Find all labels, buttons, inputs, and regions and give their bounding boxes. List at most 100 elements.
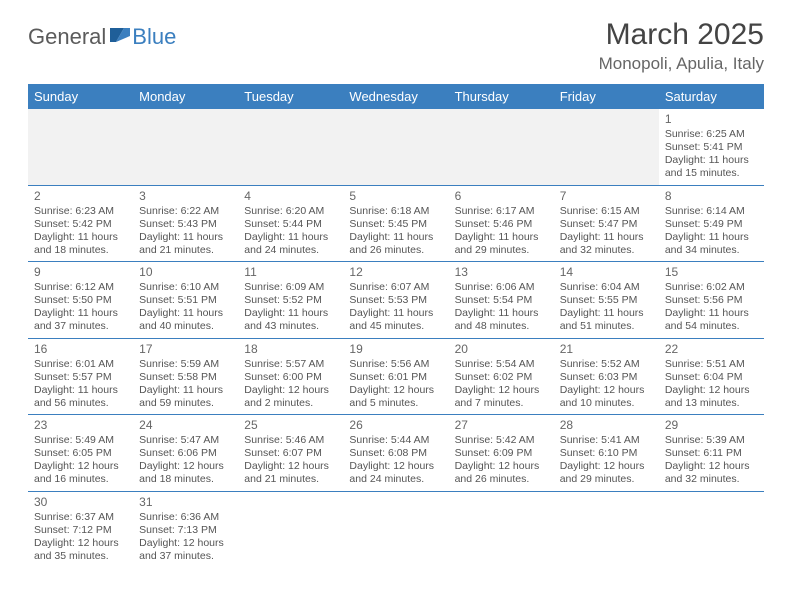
day-info-line: Sunset: 5:46 PM (455, 218, 548, 231)
day-number: 25 (244, 418, 337, 433)
calendar-day-cell (554, 109, 659, 185)
day-number: 20 (455, 342, 548, 357)
calendar-day-cell: 1Sunrise: 6:25 AMSunset: 5:41 PMDaylight… (659, 109, 764, 185)
day-number: 29 (665, 418, 758, 433)
day-info-line: Daylight: 12 hours (244, 460, 337, 473)
day-info-line: Sunrise: 6:37 AM (34, 511, 127, 524)
calendar-day-cell: 2Sunrise: 6:23 AMSunset: 5:42 PMDaylight… (28, 186, 133, 262)
day-info-line: and 15 minutes. (665, 167, 758, 180)
calendar-week-row: 23Sunrise: 5:49 AMSunset: 6:05 PMDayligh… (28, 415, 764, 492)
day-number: 12 (349, 265, 442, 280)
day-info-line: Sunset: 6:01 PM (349, 371, 442, 384)
day-info-line: Sunrise: 5:52 AM (560, 358, 653, 371)
calendar-day-cell (343, 109, 448, 185)
calendar-day-cell: 29Sunrise: 5:39 AMSunset: 6:11 PMDayligh… (659, 415, 764, 491)
day-info-line: Sunset: 6:08 PM (349, 447, 442, 460)
calendar-day-cell: 10Sunrise: 6:10 AMSunset: 5:51 PMDayligh… (133, 262, 238, 338)
day-info-line: and 21 minutes. (244, 473, 337, 486)
day-number: 21 (560, 342, 653, 357)
calendar-day-cell: 3Sunrise: 6:22 AMSunset: 5:43 PMDaylight… (133, 186, 238, 262)
day-number: 9 (34, 265, 127, 280)
day-info-line: and 18 minutes. (139, 473, 232, 486)
calendar-day-cell (449, 109, 554, 185)
day-number: 14 (560, 265, 653, 280)
day-info-line: and 2 minutes. (244, 397, 337, 410)
day-info-line: and 29 minutes. (560, 473, 653, 486)
day-info-line: Sunrise: 6:36 AM (139, 511, 232, 524)
day-info-line: Sunset: 6:09 PM (455, 447, 548, 460)
calendar-day-cell: 7Sunrise: 6:15 AMSunset: 5:47 PMDaylight… (554, 186, 659, 262)
day-info-line: Daylight: 12 hours (560, 460, 653, 473)
day-info-line: Sunset: 6:03 PM (560, 371, 653, 384)
month-title: March 2025 (599, 18, 764, 52)
day-info-line: and 56 minutes. (34, 397, 127, 410)
day-number: 7 (560, 189, 653, 204)
calendar-day-cell (554, 492, 659, 568)
day-info-line: Sunrise: 6:17 AM (455, 205, 548, 218)
day-number: 19 (349, 342, 442, 357)
calendar-day-cell: 5Sunrise: 6:18 AMSunset: 5:45 PMDaylight… (343, 186, 448, 262)
day-info-line: Sunset: 5:50 PM (34, 294, 127, 307)
day-info-line: Daylight: 12 hours (349, 384, 442, 397)
day-info-line: Sunrise: 5:49 AM (34, 434, 127, 447)
calendar-body: 1Sunrise: 6:25 AMSunset: 5:41 PMDaylight… (28, 109, 764, 567)
calendar-day-cell: 8Sunrise: 6:14 AMSunset: 5:49 PMDaylight… (659, 186, 764, 262)
day-info-line: Daylight: 11 hours (665, 231, 758, 244)
day-info-line: Sunset: 6:02 PM (455, 371, 548, 384)
day-number: 26 (349, 418, 442, 433)
calendar-day-cell: 24Sunrise: 5:47 AMSunset: 6:06 PMDayligh… (133, 415, 238, 491)
day-info-line: Daylight: 11 hours (455, 231, 548, 244)
day-number: 2 (34, 189, 127, 204)
calendar-day-cell: 21Sunrise: 5:52 AMSunset: 6:03 PMDayligh… (554, 339, 659, 415)
day-info-line: Daylight: 11 hours (665, 154, 758, 167)
calendar-day-cell (659, 492, 764, 568)
calendar-day-cell: 4Sunrise: 6:20 AMSunset: 5:44 PMDaylight… (238, 186, 343, 262)
day-info-line: Daylight: 11 hours (244, 307, 337, 320)
day-info-line: Sunset: 7:12 PM (34, 524, 127, 537)
day-info-line: Sunset: 5:57 PM (34, 371, 127, 384)
day-info-line: and 21 minutes. (139, 244, 232, 257)
day-info-line: and 29 minutes. (455, 244, 548, 257)
calendar-day-cell (238, 492, 343, 568)
day-info-line: Sunrise: 6:20 AM (244, 205, 337, 218)
weekday-header: Thursday (449, 84, 554, 109)
day-info-line: Sunset: 5:49 PM (665, 218, 758, 231)
day-info-line: Sunset: 5:53 PM (349, 294, 442, 307)
calendar-day-cell: 26Sunrise: 5:44 AMSunset: 6:08 PMDayligh… (343, 415, 448, 491)
day-number: 23 (34, 418, 127, 433)
day-info-line: and 7 minutes. (455, 397, 548, 410)
day-info-line: Sunset: 5:58 PM (139, 371, 232, 384)
day-info-line: Daylight: 11 hours (139, 231, 232, 244)
day-info-line: Daylight: 12 hours (34, 537, 127, 550)
day-info-line: Sunset: 6:07 PM (244, 447, 337, 460)
weekday-header: Tuesday (238, 84, 343, 109)
day-info-line: and 37 minutes. (139, 550, 232, 563)
day-info-line: and 24 minutes. (244, 244, 337, 257)
day-number: 22 (665, 342, 758, 357)
day-number: 4 (244, 189, 337, 204)
day-info-line: Sunrise: 5:46 AM (244, 434, 337, 447)
day-info-line: Daylight: 12 hours (349, 460, 442, 473)
day-info-line: Sunrise: 6:02 AM (665, 281, 758, 294)
day-info-line: Sunrise: 6:01 AM (34, 358, 127, 371)
day-info-line: Sunrise: 5:59 AM (139, 358, 232, 371)
day-info-line: Daylight: 11 hours (560, 231, 653, 244)
day-info-line: Daylight: 12 hours (139, 537, 232, 550)
weekday-header: Monday (133, 84, 238, 109)
day-info-line: Sunrise: 5:56 AM (349, 358, 442, 371)
location-label: Monopoli, Apulia, Italy (599, 54, 764, 74)
day-info-line: Daylight: 11 hours (34, 231, 127, 244)
day-number: 3 (139, 189, 232, 204)
day-info-line: Daylight: 11 hours (244, 231, 337, 244)
day-number: 30 (34, 495, 127, 510)
day-info-line: Sunset: 5:45 PM (349, 218, 442, 231)
day-info-line: Daylight: 12 hours (139, 460, 232, 473)
day-info-line: and 5 minutes. (349, 397, 442, 410)
day-info-line: Sunrise: 5:47 AM (139, 434, 232, 447)
day-info-line: Daylight: 12 hours (244, 384, 337, 397)
day-info-line: Daylight: 11 hours (455, 307, 548, 320)
brand-part1: General (28, 24, 106, 50)
day-number: 5 (349, 189, 442, 204)
day-info-line: Daylight: 11 hours (349, 307, 442, 320)
day-info-line: Sunrise: 6:04 AM (560, 281, 653, 294)
